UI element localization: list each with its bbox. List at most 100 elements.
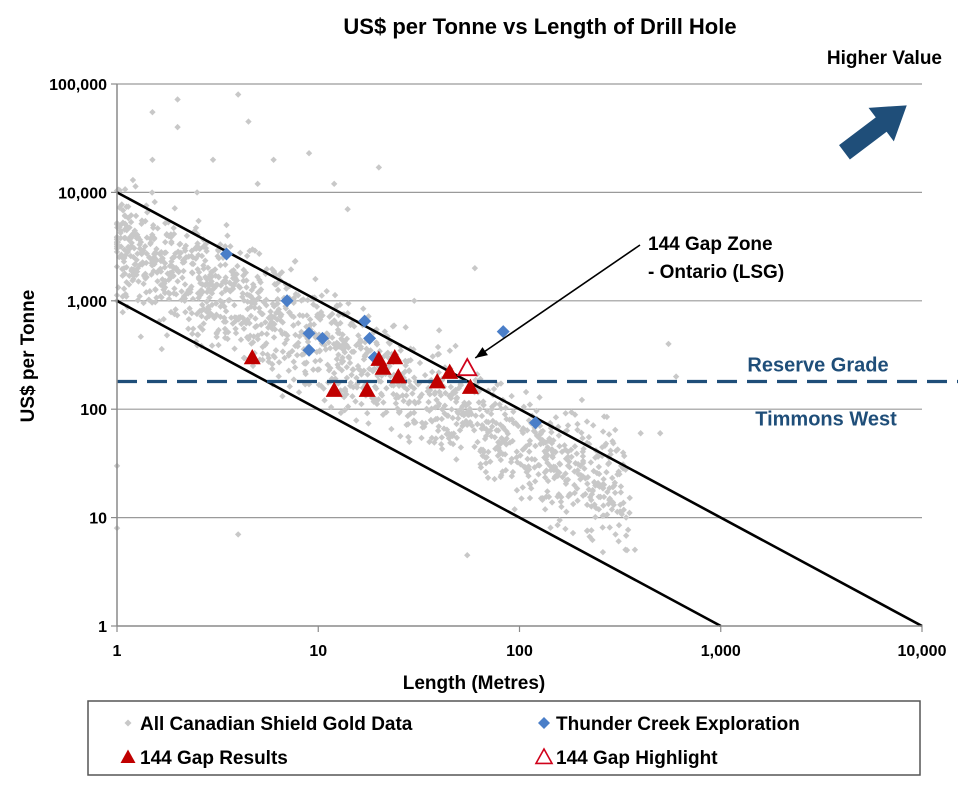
annotation-text: 144 Gap Zone - Ontario (LSG) (648, 234, 784, 283)
scatter-point (198, 313, 205, 320)
scatter-point (550, 437, 557, 444)
scatter-point (411, 297, 418, 304)
scatter-point (154, 268, 161, 275)
scatter-point (341, 407, 348, 414)
scatter-point (605, 431, 613, 438)
scatter-point (481, 454, 489, 461)
scatter-point (513, 454, 520, 461)
scatter-point (386, 340, 393, 347)
scatter-point (614, 446, 621, 453)
scatter-point (549, 449, 557, 456)
scatter-point (291, 297, 298, 305)
scatter-point (147, 235, 154, 242)
scatter-point (565, 458, 573, 465)
scatter-point (400, 397, 407, 405)
scatter-point (480, 398, 487, 405)
scatter-point (454, 415, 462, 422)
scatter-point (614, 471, 621, 478)
scatter-point (442, 389, 449, 397)
scatter-point (162, 277, 169, 285)
scatter-point (314, 366, 321, 373)
scatter-point (228, 286, 236, 293)
scatter-point (597, 493, 604, 501)
scatter-point (158, 345, 165, 353)
scatter-point (224, 232, 231, 239)
scatter-point (488, 423, 496, 430)
scatter-point (453, 420, 460, 428)
scatter-point (256, 250, 263, 257)
scatter-point (194, 240, 201, 247)
scatter-point (208, 342, 216, 349)
scatter-point (622, 532, 630, 539)
scatter-point (485, 419, 492, 426)
scatter-point (591, 478, 598, 486)
scatter-point (431, 439, 438, 446)
scatter-point (354, 362, 362, 370)
scatter-point (476, 405, 484, 413)
scatter-point (281, 354, 288, 362)
scatter-point (257, 321, 265, 329)
scatter-point (127, 218, 135, 226)
scatter-point (510, 408, 517, 415)
scatter-point (158, 281, 166, 289)
gap-result-point (374, 359, 392, 375)
reference-label-below: Timmons West (755, 409, 897, 431)
scatter-point (415, 398, 422, 406)
scatter-point (174, 96, 181, 103)
scatter-point (205, 274, 212, 282)
scatter-point (447, 383, 454, 391)
scatter-point (552, 466, 560, 474)
scatter-point (195, 217, 202, 225)
scatter-point (163, 231, 170, 239)
scatter-point (359, 368, 366, 376)
scatter-point (152, 286, 159, 293)
scatter-point (256, 304, 263, 312)
y-tick-label: 100,000 (49, 77, 107, 94)
scatter-point (461, 399, 468, 406)
scatter-point (124, 248, 132, 256)
scatter-point (176, 253, 183, 261)
scatter-point (287, 266, 295, 273)
scatter-point (443, 426, 451, 433)
scatter-point (250, 333, 258, 340)
legend-marker (120, 749, 136, 763)
scatter-point (460, 409, 467, 416)
scatter-point (393, 391, 401, 399)
scatter-point (563, 508, 570, 515)
scatter-point (350, 383, 357, 391)
scatter-point (556, 469, 563, 476)
scatter-point (253, 322, 260, 330)
scatter-point (132, 183, 139, 190)
trend-line (116, 191, 923, 628)
scatter-point (525, 472, 532, 480)
scatter-point (535, 471, 542, 478)
scatter-point (585, 433, 593, 441)
scatter-point (485, 448, 492, 456)
scatter-point (341, 349, 349, 356)
scatter-point (306, 316, 314, 323)
scatter-point (347, 379, 354, 387)
thunder-creek-point (302, 343, 316, 357)
thunder-creek-point (219, 247, 233, 261)
scatter-point (161, 264, 168, 271)
scatter-point (192, 255, 200, 262)
scatter-point (624, 526, 632, 534)
scatter-point (197, 280, 204, 287)
scatter-point (265, 354, 272, 362)
scatter-point (170, 290, 178, 297)
scatter-point (562, 410, 569, 417)
scatter-point (522, 388, 530, 396)
scatter-point (607, 447, 614, 454)
scatter-point (550, 463, 557, 470)
scatter-point (588, 491, 596, 498)
scatter-point (388, 425, 395, 433)
scatter-point (141, 243, 149, 250)
scatter-point (241, 317, 248, 325)
scatter-point (402, 324, 409, 331)
gap-result-point (243, 348, 261, 365)
scatter-point (579, 473, 587, 480)
scatter-point (149, 156, 156, 163)
scatter-point (295, 339, 302, 347)
scatter-point (129, 176, 137, 184)
scatter-point (531, 429, 539, 436)
